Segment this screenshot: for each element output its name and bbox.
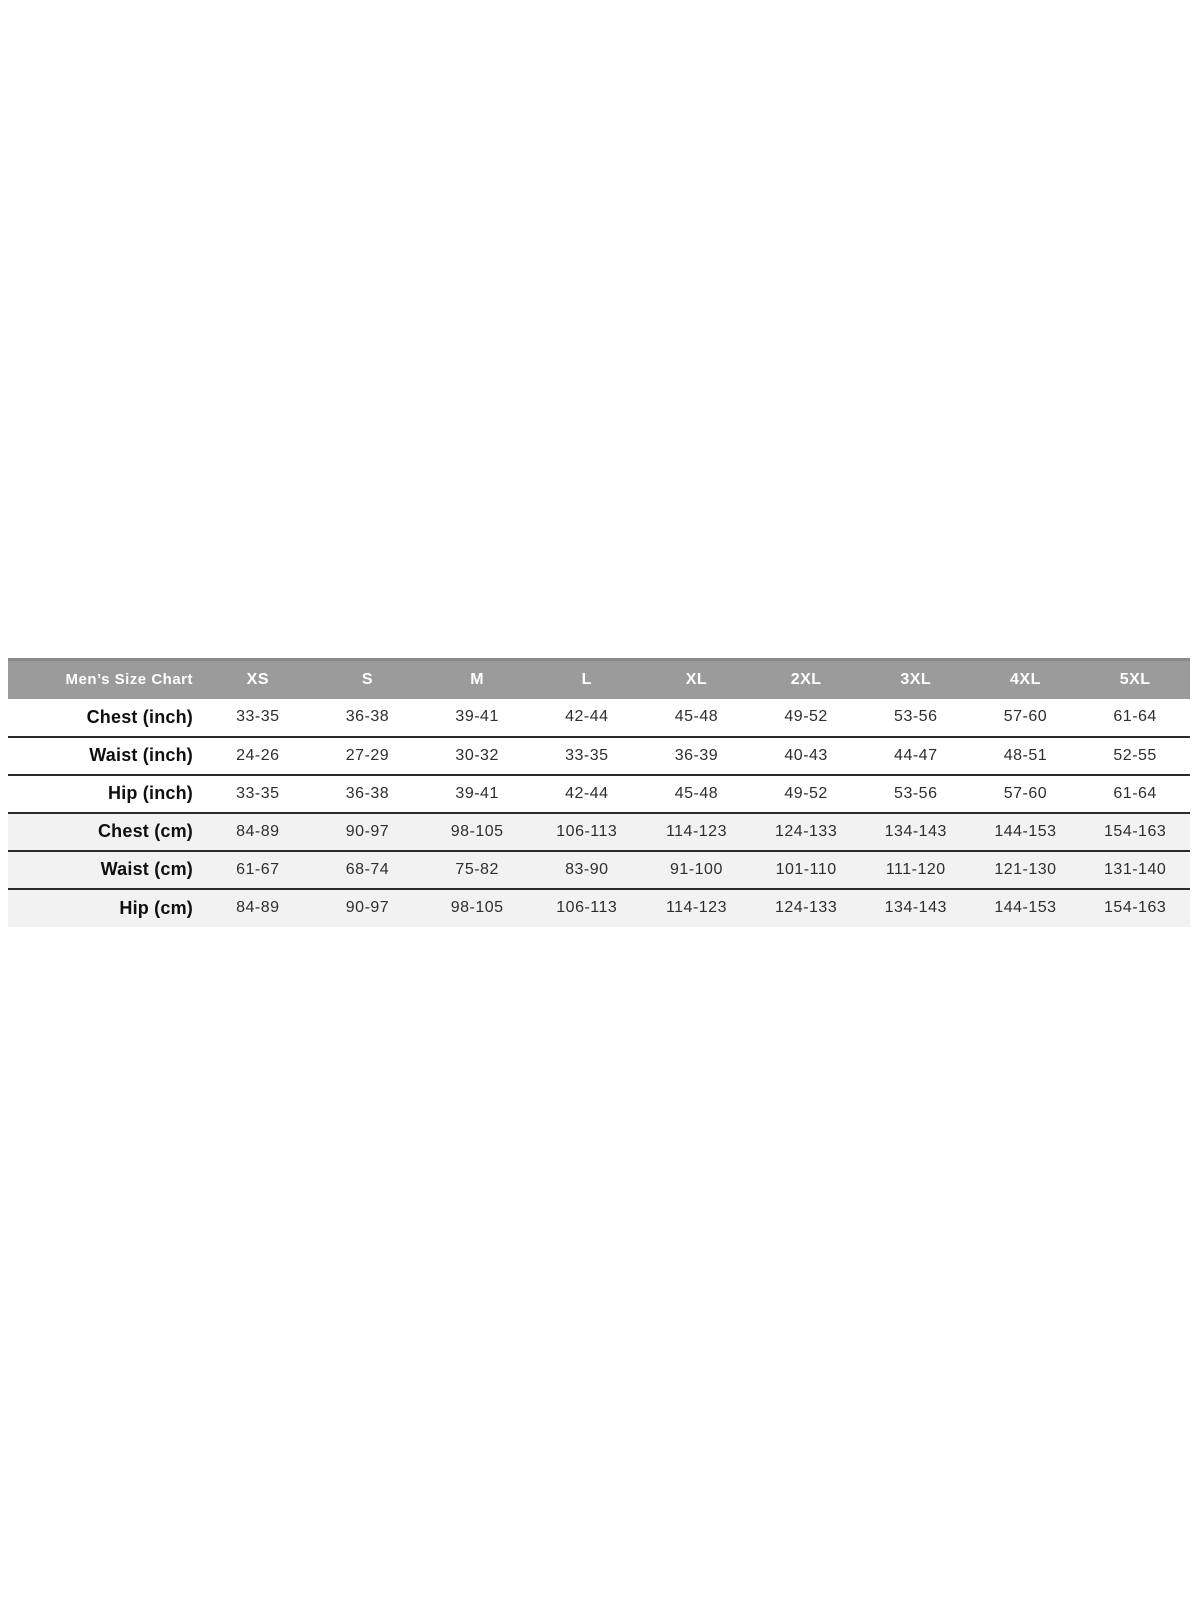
cell-waist-inch-5xl: 52-55 xyxy=(1113,746,1157,764)
cell-chest-cm-3xl: 134-143 xyxy=(884,822,947,840)
cell-waist-cm-xs: 61-67 xyxy=(236,860,280,878)
cell-chest-cm-2xl: 124-133 xyxy=(775,822,838,840)
cell-waist-inch-xl: 36-39 xyxy=(674,746,719,764)
cell-hip-inch-5xl: 61-64 xyxy=(1113,784,1157,802)
cell-waist-inch-2xl: 40-43 xyxy=(784,746,828,764)
table-row-chest-cm: Chest (cm) 84-89 90-97 98-105 106-113 114-123… xyxy=(8,812,1190,851)
cell-chest-inch-m: 39-41 xyxy=(455,708,499,725)
row-label-waist-cm: Waist (cm) xyxy=(100,859,193,879)
cell-waist-cm-4xl: 121-130 xyxy=(994,860,1057,878)
cell-waist-cm-xl: 91-100 xyxy=(670,860,723,878)
cell-waist-inch-s: 27-29 xyxy=(345,746,390,764)
column-header-xl: XL xyxy=(685,670,708,688)
column-header-2xl: 2XL xyxy=(790,670,822,688)
cell-chest-inch-4xl: 57-60 xyxy=(1003,708,1048,725)
row-label-hip-inch: Hip (inch) xyxy=(108,783,193,803)
cell-hip-cm-2xl: 124-133 xyxy=(775,899,838,916)
cell-chest-inch-l: 42-44 xyxy=(565,708,609,725)
cell-hip-cm-l: 106-113 xyxy=(556,899,618,916)
column-header-m: M xyxy=(470,670,485,688)
cell-chest-inch-s: 36-38 xyxy=(345,708,390,725)
table-row-waist-cm: Waist (cm) 61-67 68-74 75-82 83-90 91-100 101-… xyxy=(8,850,1190,889)
cell-hip-inch-3xl: 53-56 xyxy=(894,784,938,802)
cell-chest-inch-5xl: 61-64 xyxy=(1113,708,1157,725)
cell-waist-inch-3xl: 44-47 xyxy=(894,746,938,764)
row-label-chest-inch: Chest (inch) xyxy=(86,706,193,727)
cell-chest-cm-m: 98-105 xyxy=(450,822,504,840)
table-row-waist-inch: Waist (inch) 24-26 27-29 30-32 33-35 36-39 40-… xyxy=(8,736,1190,775)
size-chart-table: Men’s Size Chart XS S M L XL 2XL 3XL 4XL 5XL Ches… xyxy=(8,658,1190,927)
cell-waist-cm-s: 68-74 xyxy=(345,860,390,878)
cell-hip-cm-4xl: 144-153 xyxy=(994,899,1057,916)
cell-hip-inch-xs: 33-35 xyxy=(236,784,280,802)
cell-hip-inch-xl: 45-48 xyxy=(674,784,719,802)
cell-hip-inch-l: 42-44 xyxy=(565,784,609,802)
cell-hip-cm-xs: 84-89 xyxy=(236,899,280,916)
table-row-hip-cm: Hip (cm) 84-89 90-97 98-105 106-113 114-123 12… xyxy=(8,888,1190,927)
cell-chest-inch-2xl: 49-52 xyxy=(784,708,828,725)
cell-hip-cm-m: 98-105 xyxy=(450,899,504,916)
cell-waist-inch-m: 30-32 xyxy=(455,746,499,764)
cell-chest-cm-s: 90-97 xyxy=(345,822,390,840)
column-header-xs: XS xyxy=(246,670,269,688)
cell-hip-inch-m: 39-41 xyxy=(455,784,499,802)
column-header-3xl: 3XL xyxy=(900,670,932,688)
cell-chest-inch-3xl: 53-56 xyxy=(894,708,938,725)
cell-waist-cm-2xl: 101-110 xyxy=(775,860,837,878)
column-header-l: L xyxy=(581,670,592,688)
table-row-hip-inch: Hip (inch) 33-35 36-38 39-41 42-44 45-48 49-52… xyxy=(8,774,1190,813)
cell-waist-cm-3xl: 111-120 xyxy=(885,860,946,878)
cell-waist-cm-l: 83-90 xyxy=(565,860,609,878)
cell-chest-inch-xs: 33-35 xyxy=(236,708,280,725)
cell-waist-inch-l: 33-35 xyxy=(565,746,609,764)
cell-chest-cm-5xl: 154-163 xyxy=(1104,822,1167,840)
row-label-hip-cm: Hip (cm) xyxy=(119,897,193,918)
cell-hip-inch-s: 36-38 xyxy=(345,784,390,802)
table-row-chest-inch: Chest (inch) 33-35 36-38 39-41 42-44 45-48 49-… xyxy=(8,698,1190,737)
cell-hip-inch-2xl: 49-52 xyxy=(784,784,828,802)
cell-chest-inch-xl: 45-48 xyxy=(674,708,719,725)
column-header-4xl: 4XL xyxy=(1010,670,1041,688)
cell-hip-cm-s: 90-97 xyxy=(345,899,390,916)
header-row: Men’s Size Chart XS S M L XL 2XL 3XL 4XL 5XL xyxy=(8,659,1190,699)
cell-waist-cm-5xl: 131-140 xyxy=(1104,860,1167,878)
cell-waist-inch-xs: 24-26 xyxy=(236,746,280,764)
cell-chest-cm-l: 106-113 xyxy=(556,822,618,840)
row-label-waist-inch: Waist (inch) xyxy=(89,745,193,765)
cell-hip-cm-xl: 114-123 xyxy=(665,899,727,916)
cell-chest-cm-xl: 114-123 xyxy=(665,822,727,840)
cell-chest-cm-4xl: 144-153 xyxy=(994,822,1057,840)
cell-waist-inch-4xl: 48-51 xyxy=(1003,746,1048,764)
row-label-chest-cm: Chest (cm) xyxy=(97,821,193,841)
cell-chest-cm-xs: 84-89 xyxy=(236,822,280,840)
cell-hip-cm-5xl: 154-163 xyxy=(1104,899,1167,916)
cell-hip-cm-3xl: 134-143 xyxy=(884,899,947,916)
cell-hip-inch-4xl: 57-60 xyxy=(1003,784,1048,802)
cell-waist-cm-m: 75-82 xyxy=(455,860,499,878)
table-title-cell: Men’s Size Chart xyxy=(65,671,193,689)
column-header-s: S xyxy=(361,670,374,688)
column-header-5xl: 5XL xyxy=(1119,670,1151,688)
